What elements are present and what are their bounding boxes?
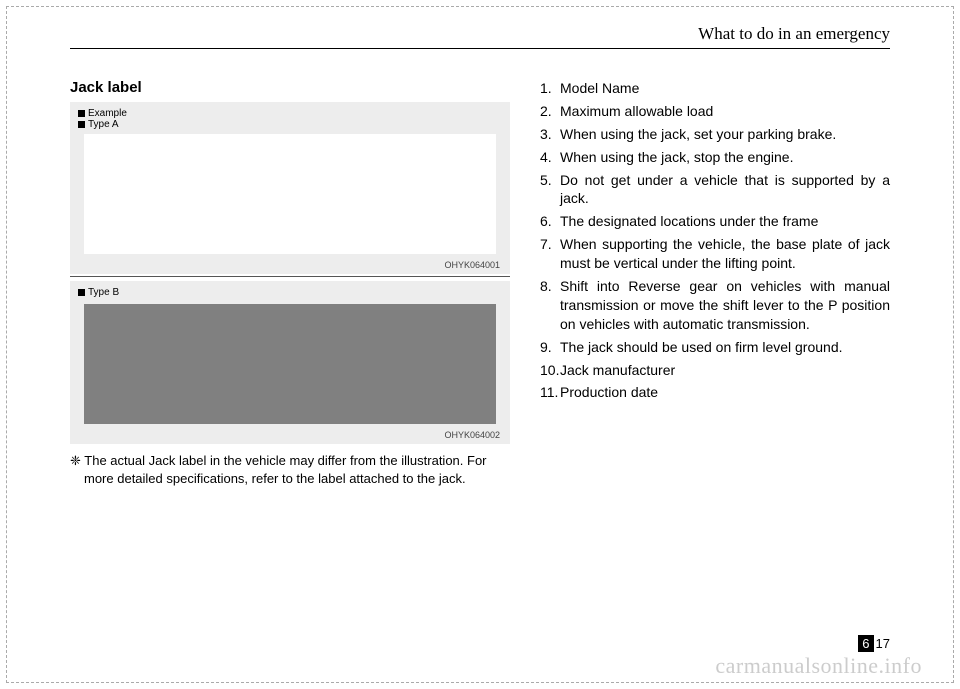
item-text: Production date [560,383,890,402]
item-text: The designated locations under the frame [560,212,890,231]
section-title: Jack label [70,79,510,96]
note-line-1: The actual Jack label in the vehicle may… [84,453,486,468]
figure-type-a: Example Type A OHYK064001 [70,102,510,274]
page-content: What to do in an emergency Jack label Ex… [70,24,890,644]
item-num: 6. [540,212,560,231]
figure-type-b: Type B OHYK064002 [70,281,510,444]
item-text: When using the jack, set your parking br… [560,125,890,144]
jack-label-note: The actual Jack label in the vehicle may… [70,452,510,487]
page-footer: 617 [858,636,890,651]
chapter-number: 6 [858,635,873,652]
list-item: 2.Maximum allowable load [540,102,890,121]
item-text: Model Name [560,79,890,98]
content-columns: Jack label Example Type A OHYK064001 Typ… [70,79,890,487]
item-num: 3. [540,125,560,144]
list-item: 9.The jack should be used on firm level … [540,338,890,357]
item-num: 7. [540,235,560,273]
item-num: 9. [540,338,560,357]
list-item: 6.The designated locations under the fra… [540,212,890,231]
watermark: carmanualsonline.info [715,653,922,679]
item-num: 4. [540,148,560,167]
list-item: 8.Shift into Reverse gear on vehicles wi… [540,277,890,334]
list-item: 4.When using the jack, stop the engine. [540,148,890,167]
figure-b-type-text: Type B [88,287,119,298]
figure-a-type-text: Type A [88,119,119,130]
note-line-2: more detailed specifications, refer to t… [84,470,510,488]
item-text: Shift into Reverse gear on vehicles with… [560,277,890,334]
list-item: 1.Model Name [540,79,890,98]
figure-b-code: OHYK064002 [78,430,502,440]
item-text: When supporting the vehicle, the base pl… [560,235,890,273]
item-num: 10. [540,361,560,380]
item-num: 1. [540,79,560,98]
item-num: 5. [540,171,560,209]
page-number: 17 [876,636,890,651]
figure-a-image [84,134,496,254]
list-item: 10.Jack manufacturer [540,361,890,380]
list-item: 5.Do not get under a vehicle that is sup… [540,171,890,209]
item-num: 8. [540,277,560,334]
figure-a-example-text: Example [88,108,127,119]
item-text: Jack manufacturer [560,361,890,380]
item-num: 11. [540,383,560,402]
figure-b-type-label: Type B [78,287,502,298]
figure-divider [70,276,510,277]
item-num: 2. [540,102,560,121]
figure-b-image [84,304,496,424]
list-item: 3.When using the jack, set your parking … [540,125,890,144]
left-column: Jack label Example Type A OHYK064001 Typ… [70,79,510,487]
item-text: The jack should be used on firm level gr… [560,338,890,357]
list-item: 11.Production date [540,383,890,402]
right-column: 1.Model Name 2.Maximum allowable load 3.… [540,79,890,487]
figure-a-example-label: Example [78,108,502,119]
figure-a-code: OHYK064001 [78,260,502,270]
item-text: Do not get under a vehicle that is suppo… [560,171,890,209]
figure-a-type-label: Type A [78,119,502,130]
item-text: Maximum allowable load [560,102,890,121]
list-item: 7.When supporting the vehicle, the base … [540,235,890,273]
chapter-header: What to do in an emergency [70,24,890,49]
item-text: When using the jack, stop the engine. [560,148,890,167]
